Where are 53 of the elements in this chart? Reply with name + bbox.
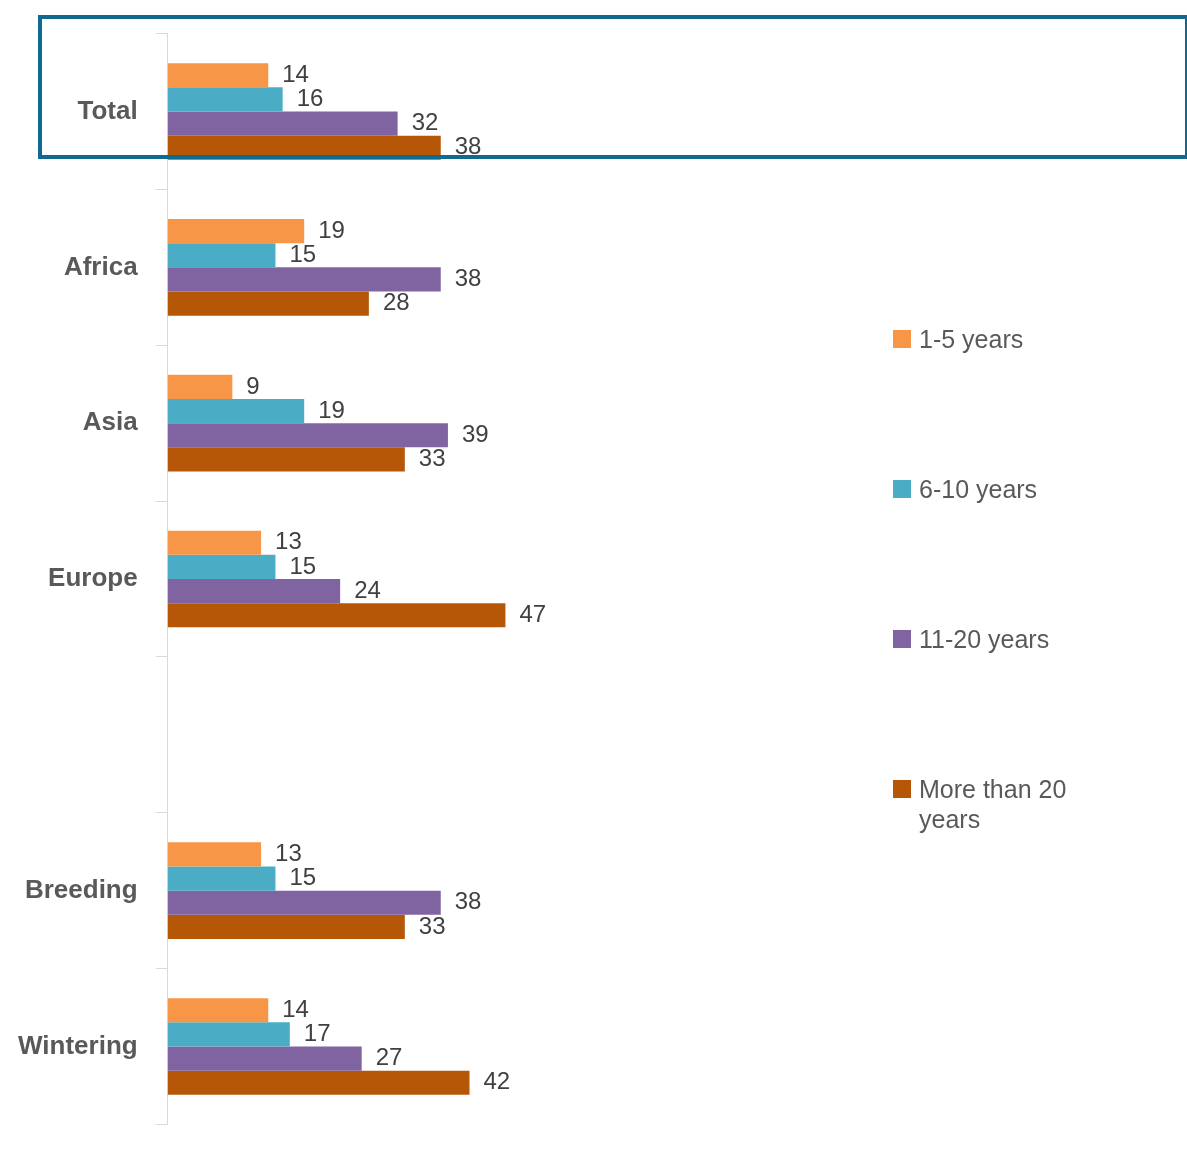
bar bbox=[167, 914, 405, 939]
data-label: 17 bbox=[303, 1019, 331, 1047]
bar bbox=[167, 579, 341, 604]
bar bbox=[167, 63, 269, 88]
bar bbox=[167, 267, 441, 292]
bar bbox=[167, 890, 441, 915]
y-tick-label: Breeding bbox=[24, 873, 138, 904]
data-label: 32 bbox=[411, 108, 439, 136]
data-label: 47 bbox=[519, 599, 547, 627]
bar bbox=[167, 87, 283, 112]
data-label: 38 bbox=[454, 264, 482, 292]
bar bbox=[167, 447, 405, 472]
bar bbox=[167, 530, 262, 555]
y-tick-label: Asia bbox=[82, 406, 139, 437]
data-label: 27 bbox=[375, 1043, 403, 1071]
bar bbox=[167, 291, 369, 316]
data-label: 42 bbox=[483, 1067, 511, 1095]
data-label: 33 bbox=[418, 911, 446, 939]
bar bbox=[167, 423, 448, 448]
bar bbox=[167, 842, 262, 867]
data-label: 24 bbox=[354, 575, 381, 603]
legend-label: More than 20 years bbox=[919, 774, 1068, 834]
data-label: 14 bbox=[282, 59, 309, 87]
y-tick-label: Total bbox=[77, 94, 138, 125]
bar bbox=[167, 1022, 290, 1047]
data-label: 33 bbox=[418, 444, 446, 472]
data-label: 14 bbox=[282, 994, 309, 1022]
data-label: 38 bbox=[454, 887, 482, 915]
bar bbox=[167, 554, 276, 579]
legend-label: 11-20 years bbox=[919, 624, 1050, 654]
bar bbox=[167, 219, 305, 244]
data-label: 39 bbox=[461, 419, 489, 447]
y-tick-label: Wintering bbox=[18, 1029, 138, 1060]
legend-label: 1-5 years bbox=[919, 324, 1024, 354]
data-label: 19 bbox=[318, 215, 345, 243]
data-label: 9 bbox=[246, 371, 260, 399]
bar bbox=[167, 1046, 362, 1071]
data-label: 16 bbox=[296, 84, 324, 112]
bar bbox=[167, 374, 233, 400]
y-tick-label: Europe bbox=[48, 562, 138, 593]
data-label: 28 bbox=[382, 288, 410, 316]
bar bbox=[167, 998, 269, 1023]
bar bbox=[167, 603, 506, 628]
bar bbox=[167, 399, 305, 424]
legend-label: 6-10 years bbox=[919, 474, 1038, 504]
bar bbox=[167, 1070, 470, 1095]
bar bbox=[167, 866, 276, 891]
bar bbox=[167, 111, 398, 136]
data-label: 15 bbox=[289, 239, 317, 267]
bar bbox=[167, 243, 276, 268]
y-tick-label: Africa bbox=[63, 250, 139, 281]
data-label: 38 bbox=[454, 132, 482, 160]
data-label: 19 bbox=[318, 395, 345, 423]
